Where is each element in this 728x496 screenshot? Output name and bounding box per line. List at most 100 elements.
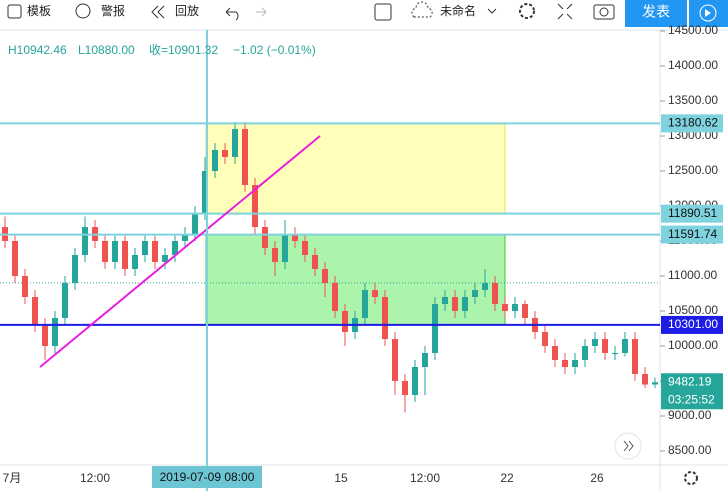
y-tick-label: 9000.00 bbox=[668, 408, 712, 422]
candle-body bbox=[512, 304, 518, 311]
settings-button[interactable] bbox=[519, 3, 535, 19]
candle-body bbox=[612, 353, 618, 354]
candle-body bbox=[522, 304, 528, 318]
replay-button[interactable]: 回放 bbox=[151, 3, 199, 19]
candle-body bbox=[132, 255, 138, 269]
candle-body bbox=[142, 241, 148, 255]
candle-body bbox=[272, 248, 278, 262]
candle-body bbox=[242, 129, 248, 185]
axes: 14500.0014000.0013500.0013000.0012500.00… bbox=[3, 23, 723, 491]
layout-menu[interactable] bbox=[487, 8, 497, 14]
candle-body bbox=[162, 255, 168, 262]
last-price-label: 9482.19 bbox=[668, 374, 712, 388]
template-button[interactable]: 模板 bbox=[7, 4, 51, 19]
candle-body bbox=[432, 304, 438, 353]
candle-body bbox=[422, 353, 428, 367]
level-flag bbox=[661, 225, 723, 244]
y-tick-label: 10500.00 bbox=[668, 303, 718, 317]
candle-body bbox=[632, 339, 638, 374]
candle-body bbox=[482, 283, 488, 290]
fullscreen-toggle[interactable] bbox=[374, 3, 392, 21]
candle-body bbox=[372, 290, 378, 297]
candle-body bbox=[152, 241, 158, 262]
candle-body bbox=[42, 325, 48, 346]
candle-body bbox=[592, 339, 598, 346]
y-tick-label: 12500.00 bbox=[668, 163, 718, 177]
expand-button[interactable] bbox=[557, 3, 573, 20]
candle-body bbox=[322, 269, 328, 283]
label: 发表 bbox=[642, 4, 670, 20]
level-label: 10301.00 bbox=[668, 317, 718, 331]
candle-body bbox=[552, 346, 558, 360]
candle-body bbox=[472, 290, 478, 297]
icon bbox=[705, 9, 711, 17]
plot-area bbox=[0, 30, 660, 465]
crosshair-label: 2019-07-09 08:00 bbox=[160, 470, 255, 484]
candle-body bbox=[312, 255, 318, 269]
level-label: 11591.74 bbox=[668, 227, 717, 241]
candle-body bbox=[342, 311, 348, 332]
x-tick-label: 22 bbox=[500, 471, 514, 485]
candle-body bbox=[362, 290, 368, 318]
candle-body bbox=[452, 297, 458, 311]
level-flag bbox=[661, 114, 723, 133]
candle-body bbox=[122, 241, 128, 269]
icon bbox=[623, 440, 634, 452]
layout-button[interactable]: 未命名 bbox=[411, 1, 476, 18]
candle-body bbox=[622, 339, 628, 353]
candle-body bbox=[182, 234, 188, 241]
candle-body bbox=[72, 255, 78, 283]
y-tick-label: 8500.00 bbox=[668, 443, 712, 457]
candle-body bbox=[582, 346, 588, 360]
redo-button[interactable] bbox=[256, 7, 267, 17]
candle-body bbox=[262, 227, 268, 248]
level-flag bbox=[661, 315, 723, 334]
candle-body bbox=[32, 297, 38, 325]
candle-body bbox=[642, 374, 648, 385]
icon bbox=[151, 5, 165, 19]
ohlc-legend: H10942.46 L10880.00 收=10901.32 −1.02 (−0… bbox=[8, 43, 316, 57]
crosshair-flag bbox=[152, 466, 262, 488]
label: 模板 bbox=[27, 4, 51, 18]
candle-body bbox=[192, 213, 198, 234]
snapshot-button[interactable] bbox=[593, 4, 615, 20]
candle-body bbox=[222, 150, 228, 157]
candle-body bbox=[562, 360, 568, 367]
publish-button[interactable]: 发表 bbox=[625, 0, 728, 27]
candle-body bbox=[502, 304, 508, 311]
y-tick-label: 14500.00 bbox=[668, 23, 718, 37]
x-tick-label: 12:00 bbox=[80, 471, 110, 485]
level-label: 13180.62 bbox=[668, 116, 718, 130]
y-tick-label: 14000.00 bbox=[668, 58, 718, 72]
low: L10880.00 bbox=[78, 43, 135, 57]
candle-body bbox=[602, 339, 608, 353]
alert-button[interactable]: 警报 bbox=[75, 3, 125, 19]
x-tick-label: 12:00 bbox=[410, 471, 440, 485]
undo-button[interactable] bbox=[225, 7, 239, 21]
trend-line bbox=[39, 135, 321, 368]
candle-body bbox=[392, 339, 398, 381]
candle-body bbox=[12, 241, 18, 276]
label: 警报 bbox=[101, 3, 125, 18]
icon bbox=[599, 7, 609, 17]
x-tick-label: 15 bbox=[334, 471, 348, 485]
button-bg bbox=[625, 0, 687, 27]
axis-settings[interactable] bbox=[684, 471, 698, 485]
candle-body bbox=[112, 241, 118, 262]
last-price-flag bbox=[661, 373, 723, 410]
y-tick-label: 13500.00 bbox=[668, 93, 718, 107]
candle-body bbox=[462, 297, 468, 311]
icon bbox=[593, 4, 615, 20]
label: 未命名 bbox=[440, 3, 476, 18]
level-label: 11890.51 bbox=[668, 206, 717, 220]
candle-body bbox=[252, 185, 258, 227]
icon bbox=[75, 3, 91, 19]
x-tick-label: 26 bbox=[590, 471, 604, 485]
candle-body bbox=[572, 360, 578, 367]
candle-body bbox=[652, 382, 658, 385]
countdown-label: 03:25:52 bbox=[668, 392, 715, 406]
x-tick-label: 7月 bbox=[3, 471, 22, 485]
icon bbox=[699, 4, 717, 22]
candle-body bbox=[292, 234, 298, 241]
candle-body bbox=[22, 276, 28, 297]
